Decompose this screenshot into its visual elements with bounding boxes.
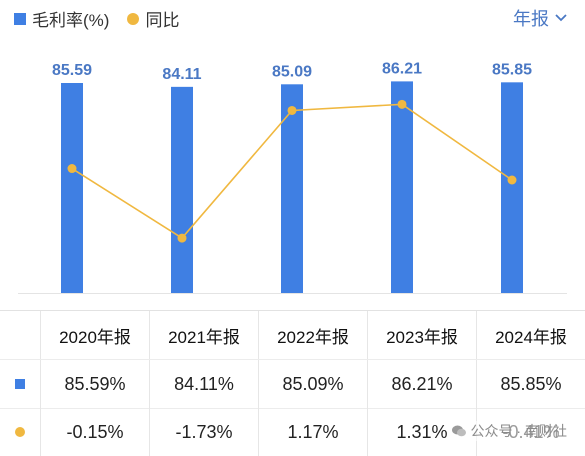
table-cell: 85.59% xyxy=(40,360,149,408)
table-cell: 85.85% xyxy=(476,360,585,408)
row-icon-cell xyxy=(0,408,40,456)
table-cell: 1.17% xyxy=(258,408,367,456)
watermark: 公众号 · 南财社 xyxy=(446,421,571,441)
table-cell: 86.21% xyxy=(367,360,476,408)
bar-legend-label: 毛利率(%) xyxy=(32,11,110,30)
table-corner xyxy=(0,311,40,359)
row-icon-cell xyxy=(0,360,40,408)
bar-2024年报 xyxy=(501,82,523,293)
yoy-point-2023年报 xyxy=(397,99,407,109)
row-divider xyxy=(0,408,585,409)
bar-value-label: 85.59 xyxy=(52,62,92,79)
yoy-point-2022年报 xyxy=(287,105,297,115)
bar-value-label: 84.11 xyxy=(162,66,201,83)
bar-series-icon xyxy=(15,379,25,389)
line-legend-label: 同比 xyxy=(145,11,180,30)
watermark-text: 公众号 · 南财社 xyxy=(470,423,567,439)
table-header-row: 2020年报 2021年报 2022年报 2023年报 2024年报 xyxy=(0,311,585,359)
chart-legend: 毛利率(%) 同比 xyxy=(14,6,179,31)
table-cell: 84.11% xyxy=(149,360,258,408)
table-cell: -1.73% xyxy=(149,408,258,456)
table-header-cell: 2020年报 xyxy=(40,311,149,359)
bar-value-label: 86.21 xyxy=(382,60,422,77)
bar-2021年报 xyxy=(171,86,193,294)
table-header-cell: 2022年报 xyxy=(258,311,367,359)
line-legend-swatch xyxy=(127,12,140,25)
yoy-point-2021年报 xyxy=(177,233,187,243)
table-cell: -0.15% xyxy=(40,408,149,456)
bar-value-label: 85.85 xyxy=(492,61,532,78)
period-selector-label: 年报 xyxy=(513,9,549,29)
chevron-down-icon xyxy=(555,14,567,22)
bar-2022年报 xyxy=(281,84,303,293)
table-header-cell: 2021年报 xyxy=(149,311,258,359)
line-series-icon xyxy=(15,427,25,437)
chart-plot: 85.59 84.11 85.09 86.21 85.85 xyxy=(18,60,567,294)
table-cell: 1.31% xyxy=(367,408,476,456)
period-selector[interactable]: 年报 xyxy=(513,5,567,31)
bar-2023年报 xyxy=(391,81,413,293)
table-header-cell: 2023年报 xyxy=(367,311,476,359)
row-divider xyxy=(0,359,585,360)
bar-value-label: 85.09 xyxy=(272,63,312,80)
table-row-gross-margin: 85.59% 84.11% 85.09% 86.21% 85.85% xyxy=(0,360,585,408)
yoy-point-2024年报 xyxy=(507,175,517,185)
yoy-point-2020年报 xyxy=(67,164,77,174)
wechat-icon xyxy=(451,425,466,437)
bar-2020年报 xyxy=(61,83,83,293)
table-header-cell: 2024年报 xyxy=(476,311,585,359)
data-table: 2020年报 2021年报 2022年报 2023年报 2024年报 85.59… xyxy=(0,310,585,456)
bar-legend-swatch xyxy=(14,12,26,25)
table-cell: 85.09% xyxy=(258,360,367,408)
